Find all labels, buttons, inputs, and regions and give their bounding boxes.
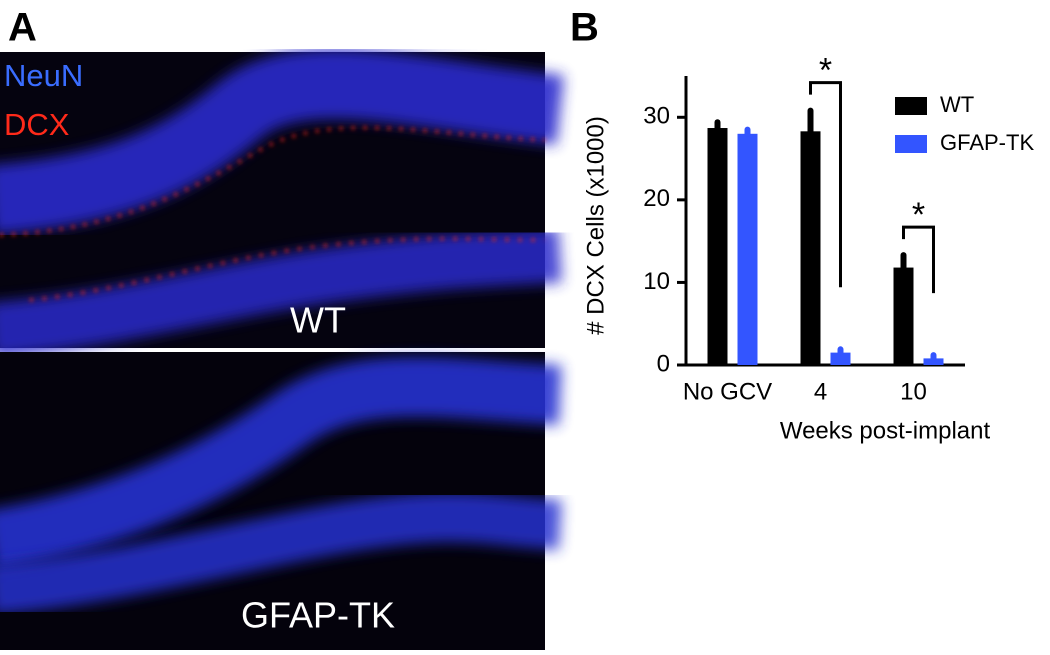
image-wt: WT <box>0 49 564 357</box>
panel-label: B <box>570 6 599 50</box>
y-tick-label: 20 <box>643 185 670 212</box>
x-tick-label: 10 <box>900 378 927 405</box>
stain-label: NeuN <box>4 58 83 93</box>
bar <box>923 358 944 365</box>
image-label: GFAP-TK <box>241 595 395 636</box>
stain-label: DCX <box>4 107 70 142</box>
x-tick-label: 4 <box>814 378 827 405</box>
significance-bracket <box>809 81 842 288</box>
image-label: WT <box>290 300 346 341</box>
image-gfap-tk: GFAP-TK <box>0 352 562 650</box>
legend-label: WT <box>940 92 974 117</box>
significance-label: * <box>912 196 925 234</box>
bar <box>800 131 821 365</box>
y-tick-label: 0 <box>657 350 670 377</box>
bar <box>893 267 914 365</box>
y-axis-label: # DCX Cells (x1000) <box>582 116 609 335</box>
panel-label: A <box>8 6 37 50</box>
significance-label: * <box>819 52 832 90</box>
legend-label: GFAP-TK <box>940 130 1034 155</box>
significance-bracket <box>902 225 935 294</box>
y-tick-label: 10 <box>643 268 670 295</box>
bar <box>737 133 758 365</box>
bar <box>830 352 851 365</box>
legend-swatch <box>895 97 927 115</box>
x-axis-label: Weeks post-implant <box>780 417 991 444</box>
x-tick-label: No GCV <box>683 378 772 405</box>
bar <box>707 128 728 365</box>
y-tick-label: 30 <box>643 103 670 130</box>
legend-swatch <box>895 135 927 153</box>
